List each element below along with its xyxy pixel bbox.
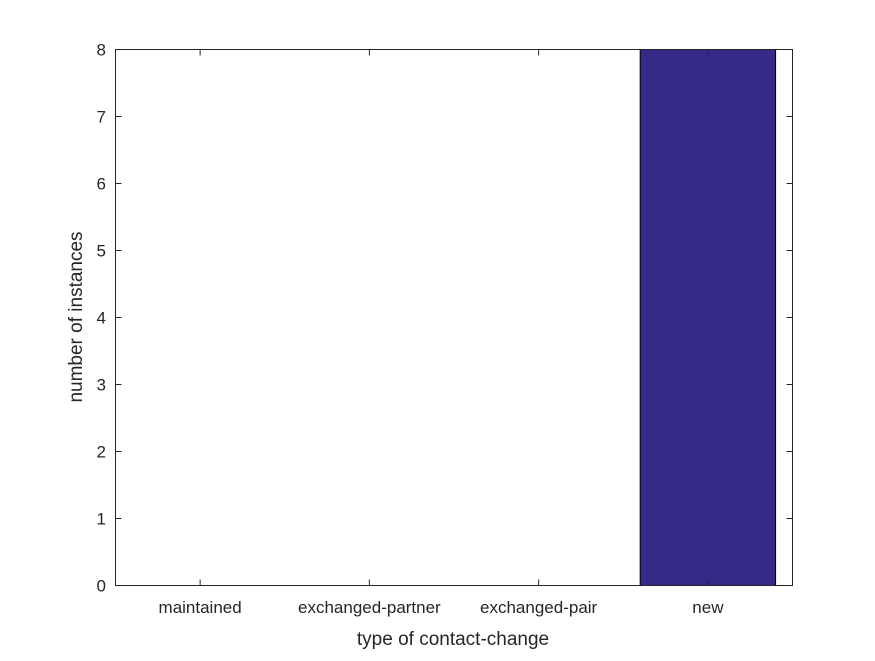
- bar-new: [639, 49, 777, 586]
- x-axis-label: type of contact-change: [357, 629, 549, 650]
- y-tick-label: 6: [97, 175, 106, 194]
- y-axis-label: number of instances: [66, 231, 87, 402]
- y-tick-label: 3: [97, 376, 106, 395]
- y-tick-label: 5: [97, 242, 106, 261]
- y-tick-label: 0: [97, 577, 106, 596]
- x-tick-label: new: [692, 598, 724, 617]
- x-tick-label: maintained: [159, 598, 242, 617]
- y-tick-label: 1: [97, 510, 106, 529]
- y-tick-label: 7: [97, 108, 106, 127]
- x-tick-label: exchanged-pair: [480, 598, 598, 617]
- y-tick-label: 4: [97, 309, 106, 328]
- y-tick-label: 2: [97, 443, 106, 462]
- y-tick-label: 8: [97, 41, 106, 60]
- x-tick-label: exchanged-partner: [298, 598, 441, 617]
